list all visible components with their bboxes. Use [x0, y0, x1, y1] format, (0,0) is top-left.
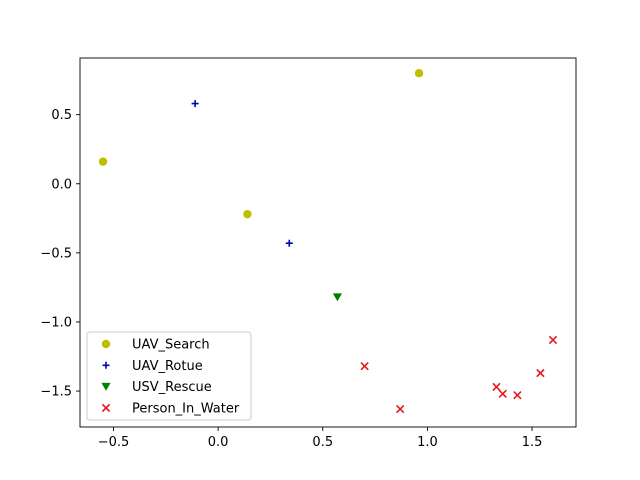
point-Person_In_Water-2 [492, 382, 501, 392]
legend-label-UAV_Search: UAV_Search [132, 338, 210, 353]
point-UAV_Rotue-1 [285, 239, 293, 247]
point-UAV_Rotue-0 [191, 100, 199, 108]
point-UAV_Search-1 [243, 209, 252, 219]
axes: −0.5 0.0 0.5 1.0 1.5 0.5 0.0 −0.5 −1.0 −1.5 [40, 57, 577, 450]
x-tick-label-4: 1.5 [522, 435, 543, 450]
x-tick-label-1: 0.0 [208, 435, 229, 450]
x-tick-label-3: 1.0 [417, 435, 438, 450]
legend-marker-Person_In_Water [101, 403, 111, 413]
legend: UAV_Search UAV_Rotue USV_Rescue Person_In_W… [86, 331, 252, 421]
legend-label-UAV_Rotue: UAV_Rotue [132, 359, 203, 374]
legend-marker-UAV_Search [101, 339, 111, 349]
legend-label-Person_In_Water: Person_In_Water [132, 401, 240, 416]
point-Person_In_Water-3 [498, 389, 507, 398]
point-Person_In_Water-5 [536, 368, 545, 378]
point-Person_In_Water-6 [548, 335, 558, 345]
point-USV_Rescue-0 [332, 293, 343, 302]
y-tick-label-4: −1.5 [40, 385, 72, 400]
y-tick-label-0: 0.5 [51, 108, 72, 123]
legend-label-USV_Rescue: USV_Rescue [132, 380, 212, 395]
point-Person_In_Water-4 [513, 391, 522, 400]
plot-area [98, 69, 558, 414]
point-UAV_Search-2 [414, 69, 424, 78]
legend-marker-UAV_Rotue [102, 361, 110, 369]
axes-frame [79, 57, 577, 428]
point-UAV_Search-0 [98, 157, 108, 166]
y-tick-label-3: −1.0 [40, 315, 72, 330]
legend-marker-USV_Rescue [101, 382, 111, 391]
x-tick-label-2: 0.5 [312, 435, 333, 450]
x-tick-label-0: −0.5 [98, 435, 130, 450]
y-tick-label-2: −0.5 [40, 246, 72, 261]
legend-box [86, 331, 252, 421]
y-tick-label-1: 0.0 [51, 177, 72, 192]
point-Person_In_Water-1 [396, 404, 405, 414]
point-Person_In_Water-0 [360, 362, 369, 371]
